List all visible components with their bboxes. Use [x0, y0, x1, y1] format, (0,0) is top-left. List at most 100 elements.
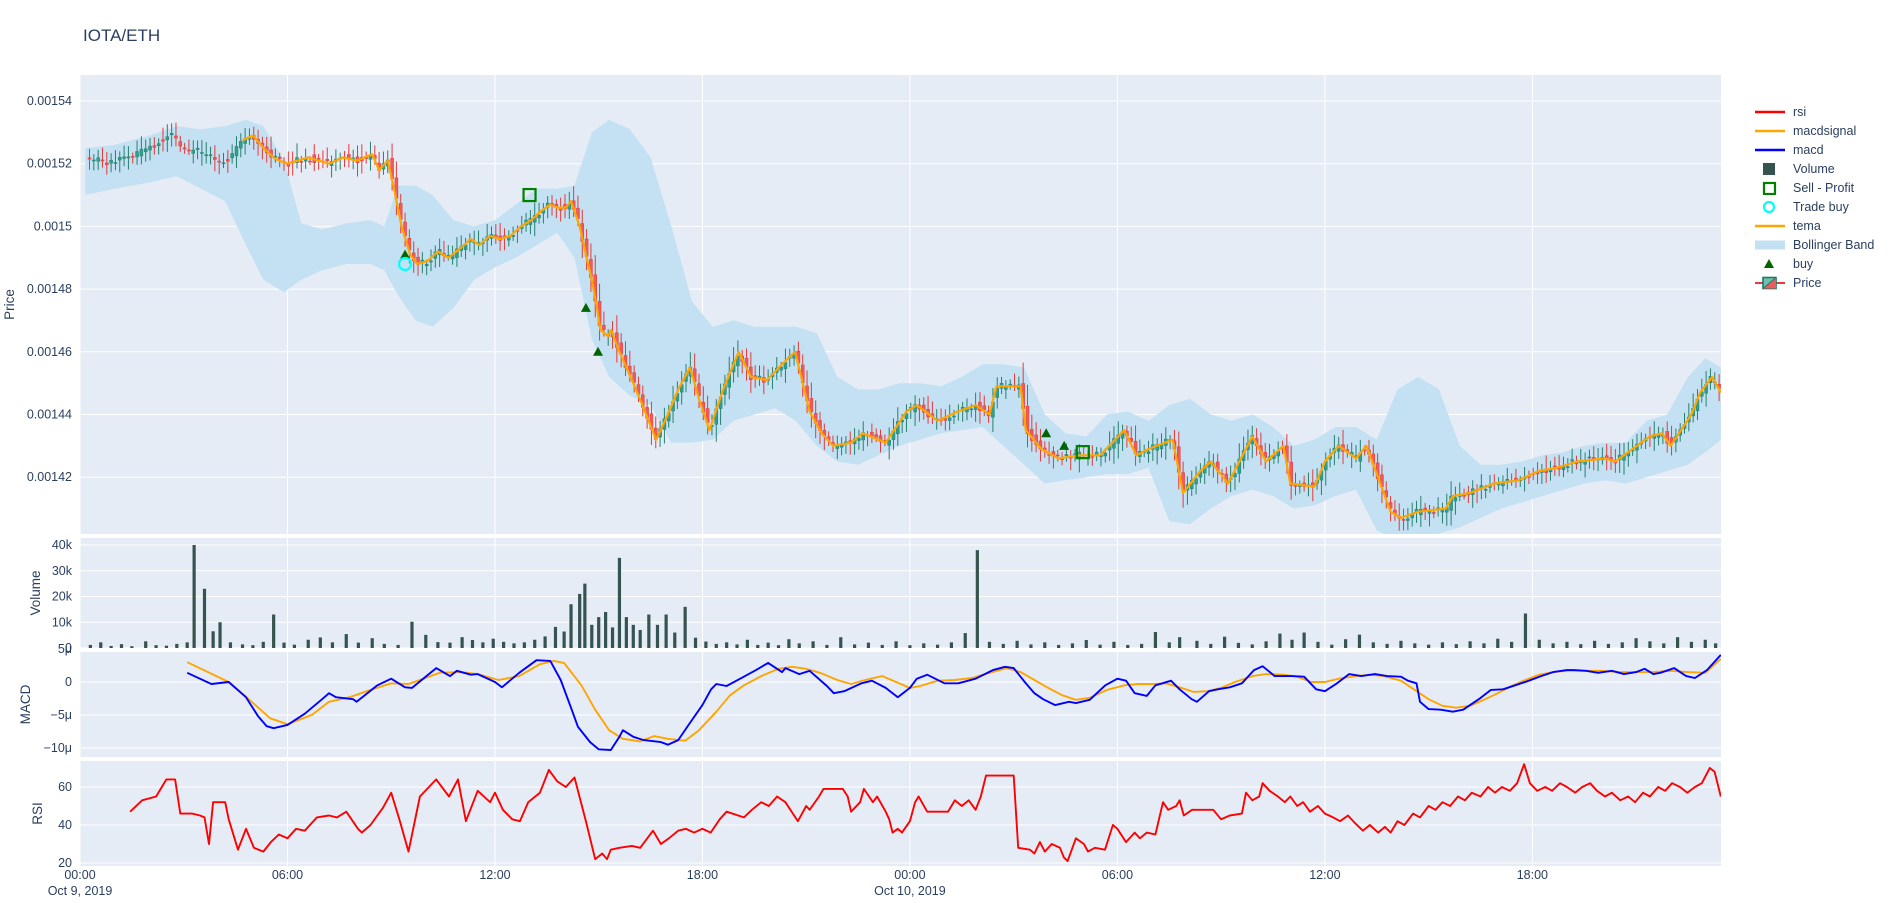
volume-bar [1703, 639, 1707, 648]
legend-item-sell-profit[interactable]: Sell - Profit [1753, 180, 1874, 196]
volume-bar [1084, 640, 1088, 648]
svg-text:0.00144: 0.00144 [27, 408, 72, 422]
volume-bar [370, 638, 374, 648]
volume-bar [963, 633, 967, 648]
volume-bar [481, 642, 485, 648]
volume-bar [935, 644, 940, 648]
legend-label: buy [1793, 257, 1814, 271]
macd-plot-area[interactable] [80, 652, 1721, 757]
buy-marker [1041, 428, 1052, 438]
volume-bar [664, 614, 668, 648]
axis-titles: Price Volume MACD RSI [2, 289, 45, 825]
volume-plot-area[interactable] [80, 538, 1721, 648]
volume-bar [908, 645, 912, 648]
svg-text:20: 20 [58, 856, 72, 870]
volume-bar [647, 614, 651, 648]
legend-label: Trade buy [1793, 200, 1849, 214]
svg-text:00:00: 00:00 [894, 868, 925, 882]
svg-text:MACD: MACD [18, 684, 33, 724]
volume-bar [638, 629, 642, 648]
volume-bar [1413, 643, 1417, 648]
volume-bar [202, 588, 207, 648]
legend-label: Price [1793, 276, 1822, 290]
volume-bar [766, 642, 770, 648]
svg-text:0: 0 [65, 675, 72, 689]
volume-bar [1290, 639, 1294, 648]
buy-marker [400, 249, 411, 259]
legend: rsi macdsignal macd Volume Sell - Profit Trad… [1753, 104, 1874, 291]
volume-bar [1537, 639, 1541, 648]
volume-bar [99, 642, 103, 648]
tema-line [242, 134, 1721, 520]
volume-bar [382, 643, 386, 648]
legend-item-price[interactable]: Price [1753, 275, 1874, 291]
volume-bar [1357, 634, 1362, 648]
volume-bar [624, 617, 628, 648]
legend-item-tema[interactable]: tema [1753, 218, 1874, 234]
svg-text:18:00: 18:00 [1517, 868, 1548, 882]
volume-bar [894, 641, 898, 648]
volume-bar [880, 644, 884, 648]
volume-bar [1551, 643, 1555, 648]
legend-item-rsi[interactable]: rsi [1753, 104, 1874, 120]
volume-bar [1675, 637, 1680, 648]
svg-text:20k: 20k [52, 590, 73, 604]
volume-bar [683, 606, 687, 648]
svg-text:30k: 30k [52, 564, 73, 578]
volume-bar [1015, 640, 1019, 648]
volume-bar [987, 641, 992, 648]
volume-bar [569, 604, 573, 648]
svg-text:0.00154: 0.00154 [27, 94, 72, 108]
legend-label: Bollinger Band [1793, 238, 1875, 252]
volume-bar [852, 644, 857, 648]
volume-bar [1222, 636, 1227, 648]
volume-bar [693, 637, 698, 648]
volume-bar [1057, 644, 1061, 648]
circle-open-icon [1762, 200, 1776, 214]
volume-bar [1344, 639, 1348, 648]
volume-bar [949, 642, 954, 648]
volume-bar [1606, 643, 1611, 648]
legend-item-macd[interactable]: macd [1753, 142, 1874, 158]
volume-bar [1371, 642, 1375, 648]
legend-label: Volume [1793, 162, 1835, 176]
line-icon [1755, 224, 1785, 228]
volume-bar [1029, 644, 1033, 648]
svg-text:0: 0 [65, 641, 72, 655]
legend-item-volume[interactable]: Volume [1753, 161, 1874, 177]
svg-text:06:00: 06:00 [1102, 868, 1133, 882]
volume-bar [109, 645, 113, 648]
volume-bar [410, 621, 414, 648]
volume-bar [1689, 641, 1694, 648]
volume-bar [164, 645, 169, 648]
volume-bar [1399, 640, 1403, 648]
volume-bar [1278, 633, 1282, 648]
legend-item-trade-buy[interactable]: Trade buy [1753, 199, 1874, 215]
volume-bar [1140, 643, 1144, 648]
rsi-plot-area[interactable] [80, 761, 1721, 866]
volume-series [88, 545, 1718, 648]
volume-bar [448, 642, 452, 648]
bollinger-band [85, 119, 1721, 534]
legend-item-bollinger-band[interactable]: Bollinger Band [1753, 237, 1874, 253]
volume-bar [460, 637, 464, 648]
volume-bar [922, 643, 926, 648]
svg-text:40: 40 [58, 818, 72, 832]
volume-bar [617, 557, 622, 648]
sell-profit-marker [1075, 445, 1090, 460]
volume-bar [533, 639, 537, 648]
legend-item-macdsignal[interactable]: macdsignal [1753, 123, 1874, 139]
svg-text:60: 60 [58, 780, 72, 794]
volume-bar [1209, 643, 1213, 648]
volume-bar [1468, 641, 1472, 648]
legend-item-buy[interactable]: buy [1753, 256, 1874, 272]
volume-bar [306, 639, 310, 648]
svg-text:0.00152: 0.00152 [27, 157, 72, 171]
volume-bar [583, 583, 587, 648]
volume-bar [1593, 640, 1597, 648]
volume-bar [1302, 632, 1306, 648]
volume-bar [756, 644, 760, 648]
volume-bar [396, 644, 400, 648]
volume-bar [1714, 643, 1718, 648]
